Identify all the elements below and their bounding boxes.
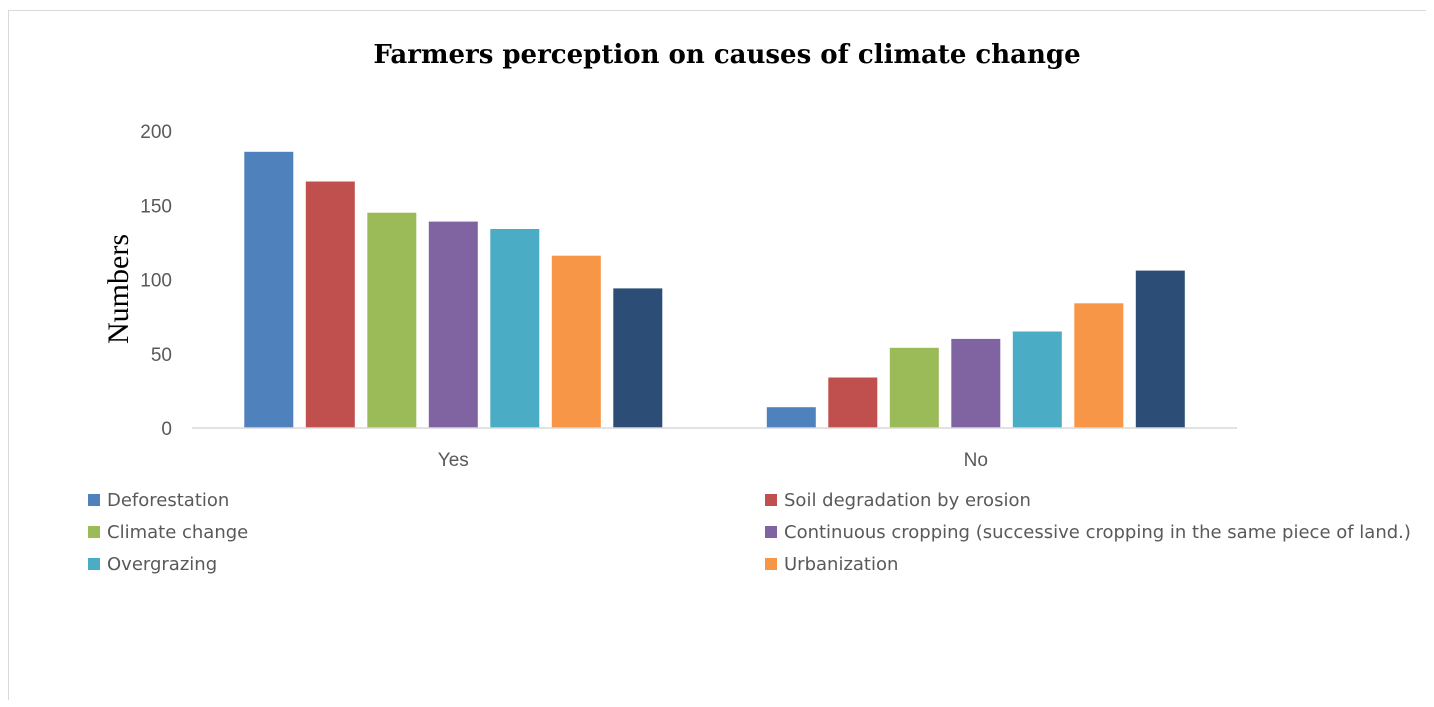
bar [766, 407, 816, 428]
x-tick-label: No [964, 450, 988, 471]
legend-label: Continuous cropping (successive cropping… [784, 522, 1411, 543]
bar-chart: Farmers perception on causes of climate … [88, 40, 1411, 575]
legend-swatch [765, 526, 777, 538]
x-axis-ticks: Yes No [438, 450, 988, 471]
bar [367, 212, 417, 428]
legend-label: Urbanization [784, 554, 898, 575]
bar [1135, 270, 1185, 428]
chart-frame: Farmers perception on causes of climate … [8, 10, 1426, 700]
legend-label: Soil degradation by erosion [784, 490, 1031, 511]
legend-swatch [765, 494, 777, 506]
chart-title: Farmers perception on causes of climate … [373, 40, 1080, 70]
bar [305, 181, 355, 428]
bar [828, 377, 878, 428]
legend-swatch [765, 558, 777, 570]
bar [551, 255, 601, 428]
y-tick-label: 0 [161, 419, 172, 440]
y-tick-label: 50 [151, 345, 172, 366]
y-axis-ticks: 0 50 100 150 200 [140, 122, 172, 440]
bar [613, 288, 663, 428]
bar [490, 229, 540, 428]
y-tick-label: 200 [140, 122, 172, 143]
legend-label: Deforestation [107, 490, 229, 511]
bar [1012, 331, 1062, 428]
x-tick-label: Yes [438, 450, 469, 471]
bar [1074, 303, 1124, 428]
legend-swatch [88, 558, 100, 570]
legend-swatch [88, 526, 100, 538]
y-axis-title: Numbers [102, 234, 135, 344]
y-tick-label: 100 [140, 271, 172, 292]
legend-swatch [88, 494, 100, 506]
bars [244, 151, 1185, 429]
legend-label: Overgrazing [107, 554, 217, 575]
legend: Deforestation Soil degradation by erosion… [88, 490, 1411, 575]
y-tick-label: 150 [140, 196, 172, 217]
legend-label: Climate change [107, 522, 248, 543]
bar [951, 338, 1001, 428]
bar [244, 151, 294, 429]
bar [428, 221, 478, 428]
bar [889, 347, 939, 428]
